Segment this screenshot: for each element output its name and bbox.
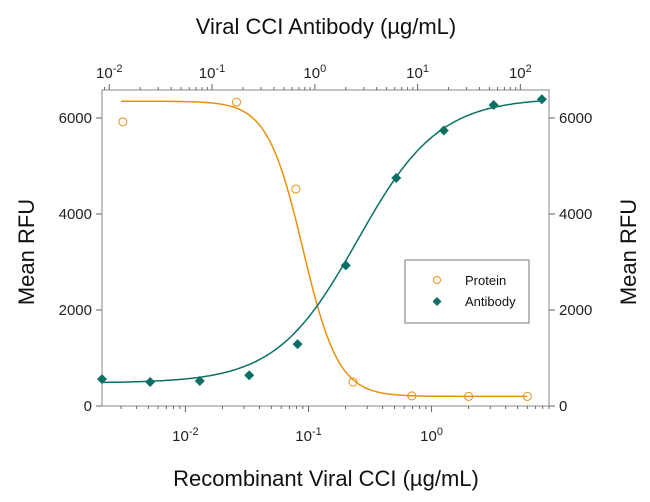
- antibody-point: [340, 260, 351, 271]
- bottom-x-tick-label: 10-1: [295, 426, 321, 445]
- antibody-point: [292, 339, 303, 350]
- top-x-tick-label: 101: [406, 63, 429, 82]
- top-x-tick-label: 100: [303, 63, 326, 82]
- legend-protein-marker: [433, 276, 441, 284]
- bottom-axis-title: Recombinant Viral CCI (µg/mL): [173, 466, 479, 491]
- legend-antibody-marker: [432, 297, 442, 306]
- bottom-x-tick-label: 100: [420, 426, 443, 445]
- top-x-tick-label: 10-1: [199, 63, 225, 82]
- left-y-tick-label: 0: [84, 398, 92, 415]
- top-x-tick-label: 10-2: [96, 63, 122, 82]
- left-y-tick-label: 2000: [59, 302, 92, 319]
- antibody-point: [145, 377, 156, 387]
- antibody-fit-curve: [102, 100, 542, 384]
- legend: Protein Antibody: [404, 259, 530, 324]
- antibody-point: [244, 370, 255, 381]
- antibody-point: [97, 374, 107, 385]
- protein-point: [522, 391, 532, 401]
- right-y-tick-label: 0: [559, 398, 567, 415]
- plot-frame: [101, 89, 550, 407]
- right-axis-title: Mean RFU: [616, 199, 641, 305]
- antibody-point: [438, 125, 449, 136]
- left-axis-title: Mean RFU: [14, 199, 39, 305]
- protein-point: [407, 391, 417, 401]
- legend-antibody-label: Antibody: [465, 294, 516, 309]
- protein-point: [231, 97, 241, 107]
- legend-box: [404, 259, 530, 324]
- protein-point: [464, 391, 474, 401]
- left-y-tick-label: 6000: [59, 110, 92, 127]
- protein-point: [348, 377, 358, 387]
- bottom-x-tick-label: 10-2: [172, 426, 198, 445]
- antibody-point: [536, 94, 547, 105]
- top-x-tick-label: 102: [509, 63, 532, 82]
- right-y-tick-label: 2000: [559, 302, 592, 319]
- antibody-point: [488, 100, 499, 111]
- protein-fit-curve: [121, 100, 528, 398]
- protein-point: [291, 184, 301, 194]
- right-y-tick-label: 4000: [559, 206, 592, 223]
- left-y-tick-label: 4000: [59, 206, 92, 223]
- right-y-tick-label: 6000: [559, 110, 592, 127]
- antibody-point: [194, 376, 205, 387]
- legend-protein-label: Protein: [465, 273, 506, 288]
- antibody-point: [391, 173, 402, 183]
- protein-point: [118, 117, 128, 127]
- top-axis-title: Viral CCI Antibody (µg/mL): [196, 14, 456, 39]
